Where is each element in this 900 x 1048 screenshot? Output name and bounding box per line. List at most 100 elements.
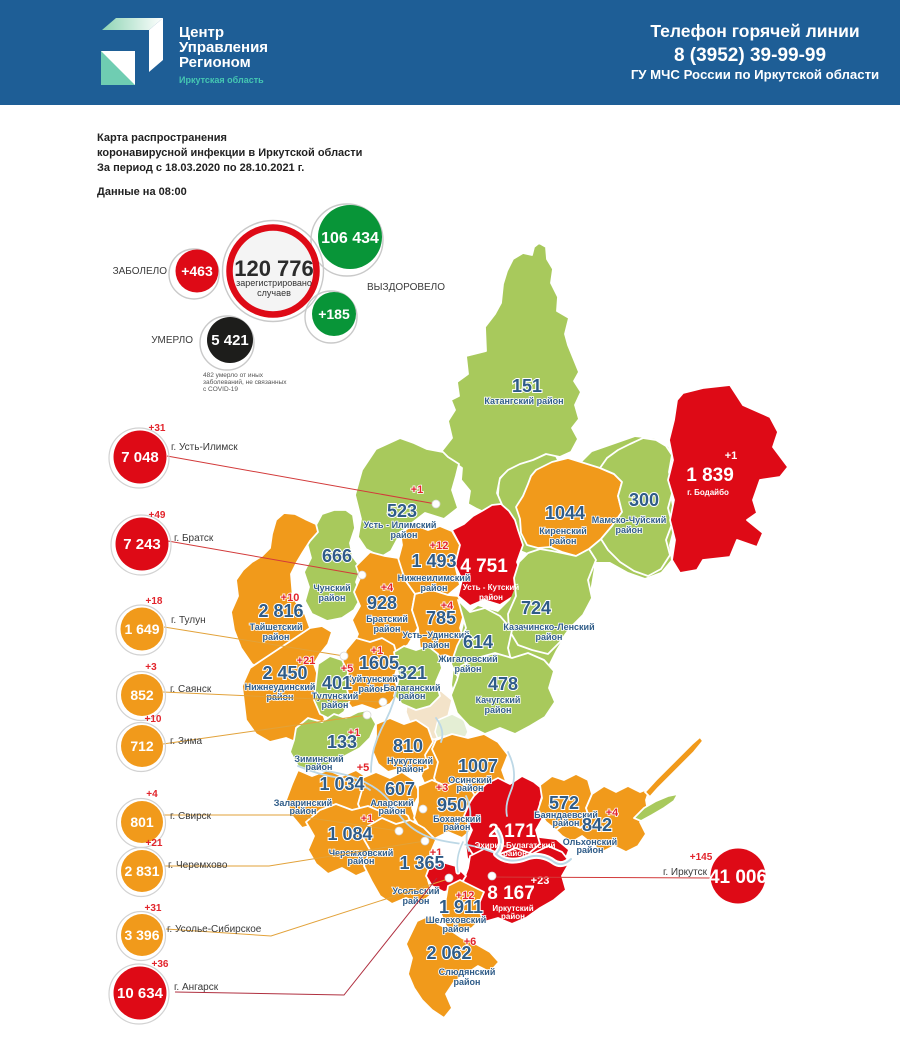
svg-text:Регионом: Регионом [179,54,251,71]
svg-text:район: район [454,977,481,987]
svg-text:+145: +145 [690,852,713,863]
svg-text:Нижнеилимский: Нижнеилимский [398,573,471,583]
svg-text:+3: +3 [436,782,449,794]
svg-text:Черемховский: Черемховский [329,848,394,858]
svg-text:Данные на 08:00: Данные на 08:00 [97,186,187,198]
svg-text:Киренский: Киренский [539,526,587,536]
svg-text:Иркутский: Иркутский [492,904,533,913]
svg-text:+185: +185 [318,306,350,322]
svg-text:г. Иркутск: г. Иркутск [663,867,708,878]
svg-text:район: район [319,593,346,603]
svg-text:Эхирит-Булагатский: Эхирит-Булагатский [475,841,556,850]
svg-text:г. Черемхово: г. Черемхово [168,860,228,871]
svg-text:район: район [379,806,406,816]
svg-text:район: район [455,664,482,674]
svg-text:Телефон горячей линии: Телефон горячей линии [650,21,859,41]
svg-text:район: район [501,912,525,921]
svg-text:1 649: 1 649 [124,621,159,637]
svg-text:+21: +21 [146,838,163,849]
svg-text:+1: +1 [361,813,374,825]
svg-text:1605: 1605 [359,653,399,673]
svg-text:ВЫЗДОРОВЕЛО: ВЫЗДОРОВЕЛО [367,282,445,293]
svg-text:300: 300 [629,490,659,510]
svg-text:Аларский: Аларский [370,798,413,808]
svg-text:район: район [399,691,426,701]
svg-text:1 493: 1 493 [411,551,456,571]
svg-text:Центр: Центр [179,24,224,41]
svg-text:1044: 1044 [545,503,585,523]
svg-text:1 084: 1 084 [327,824,372,844]
svg-text:+1: +1 [371,645,384,657]
svg-text:+4: +4 [441,600,454,612]
svg-text:район: район [616,525,643,535]
svg-text:г. Тулун: г. Тулун [171,615,206,626]
svg-text:151: 151 [512,376,542,396]
svg-text:+1: +1 [430,847,443,859]
svg-text:г. Братск: г. Братск [174,533,214,544]
svg-text:2 171: 2 171 [488,821,536,842]
svg-text:Слюдянский: Слюдянский [439,967,496,977]
svg-text:ЗАБОЛЕЛО: ЗАБОЛЕЛО [113,266,168,277]
svg-text:950: 950 [437,795,467,815]
svg-text:г. Бодайбо: г. Бодайбо [687,488,729,497]
svg-text:Казачинско-Ленский: Казачинско-Ленский [503,622,594,632]
svg-text:120 776: 120 776 [234,256,314,281]
svg-text:8 167: 8 167 [487,883,535,904]
svg-text:г. Зима: г. Зима [170,736,202,747]
svg-text:+10: +10 [281,592,300,604]
svg-text:607: 607 [385,779,415,799]
svg-text:+12: +12 [456,890,475,902]
svg-text:41 006: 41 006 [709,867,767,888]
svg-text:район: район [397,764,424,774]
svg-text:район: район [444,822,471,832]
svg-text:район: район [503,849,527,858]
svg-text:Жигаловский: Жигаловский [437,654,497,664]
svg-text:Чунский: Чунский [313,583,350,593]
svg-text:482 умерло от иных: 482 умерло от иных [203,372,264,379]
svg-text:случаев: случаев [257,288,291,298]
svg-text:район: район [421,583,448,593]
svg-text:614: 614 [463,632,493,652]
svg-text:+4: +4 [146,789,158,800]
svg-text:+12: +12 [430,540,449,552]
svg-text:+18: +18 [146,596,163,607]
svg-text:928: 928 [367,593,397,613]
svg-text:Шелеховский: Шелеховский [426,915,487,925]
svg-text:район: район [359,684,386,694]
svg-text:Качугский: Качугский [476,695,521,705]
svg-text:+1: +1 [411,484,424,496]
svg-text:+5: +5 [341,663,354,675]
svg-text:801: 801 [130,814,154,830]
svg-text:785: 785 [426,608,456,628]
svg-text:2 450: 2 450 [262,663,307,683]
svg-text:2 062: 2 062 [426,943,471,963]
svg-text:478: 478 [488,674,518,694]
svg-text:Заларинский: Заларинский [274,798,332,808]
svg-text:523: 523 [387,501,417,521]
svg-text:район: район [550,536,577,546]
svg-text:район: район [348,856,375,866]
svg-text:район: район [322,700,349,710]
svg-text:Осинский: Осинский [448,775,492,785]
svg-text:Усть - Илимский: Усть - Илимский [364,520,437,530]
svg-text:Тулунский: Тулунский [312,691,359,701]
svg-text:10 634: 10 634 [117,985,164,1002]
svg-text:712: 712 [130,738,154,754]
svg-text:район: район [485,705,512,715]
svg-text:район: район [443,924,470,934]
svg-text:район: район [391,530,418,540]
svg-text:Иркутская область: Иркутская область [179,75,264,85]
svg-text:2 831: 2 831 [124,863,159,879]
svg-text:1 911: 1 911 [439,897,483,917]
svg-text:+6: +6 [464,936,477,948]
svg-text:842: 842 [582,815,612,835]
svg-text:Братский: Братский [366,614,408,624]
svg-text:район: район [553,818,580,828]
svg-text:район: район [423,640,450,650]
svg-text:106 434: 106 434 [321,230,379,247]
svg-text:Усольский: Усольский [392,886,439,896]
svg-text:+4: +4 [606,807,619,819]
svg-text:Тайшетский: Тайшетский [249,622,302,632]
svg-text:852: 852 [130,687,154,703]
svg-text:+31: +31 [149,423,166,434]
